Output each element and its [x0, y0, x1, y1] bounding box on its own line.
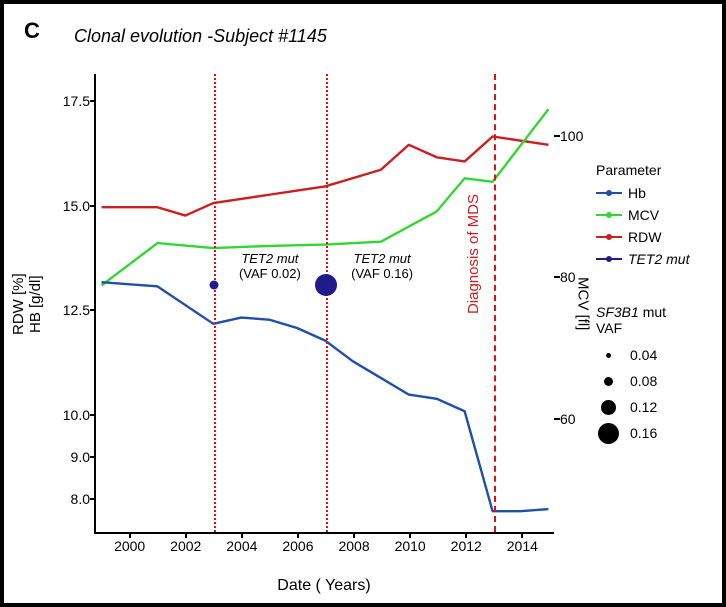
- event-vline: [214, 74, 216, 532]
- y-left-tick: 12.5: [50, 302, 90, 318]
- event-vline: [326, 74, 328, 532]
- panel-label: C: [24, 18, 40, 44]
- legend-item: RDW: [596, 228, 708, 246]
- mutation-annotation: TET2 mut(VAF 0.02): [225, 251, 315, 281]
- size-legend-title: SF3B1 mutVAF: [596, 304, 708, 336]
- x-tick: 2002: [170, 538, 201, 554]
- x-axis-label: Date ( Years): [94, 577, 554, 595]
- x-tick: 2012: [451, 538, 482, 554]
- size-legend-item: 0.04: [596, 342, 708, 368]
- x-tick: 2004: [226, 538, 257, 554]
- y-axis-right-label: MCV [fl]: [574, 74, 592, 534]
- y-left-tick: 15.0: [50, 198, 90, 214]
- size-legend: SF3B1 mutVAF 0.040.080.120.16: [596, 304, 708, 446]
- event-vline: [494, 74, 496, 532]
- size-legend-item: 0.16: [596, 420, 708, 446]
- legend-item: Hb: [596, 184, 708, 202]
- x-tick: 2014: [507, 538, 538, 554]
- x-tick: 2000: [114, 538, 145, 554]
- mutation-point: [315, 274, 337, 296]
- x-tick: 2008: [338, 538, 369, 554]
- plot-area: 200020022004200620082010201220148.09.010…: [94, 74, 554, 534]
- legend: Parameter Hb MCV RDW TET2 mut: [596, 162, 708, 272]
- y-left-tick: 10.0: [50, 407, 90, 423]
- y-left-tick: 17.5: [50, 93, 90, 109]
- y-axis-left-label: RDW [%] HB [g/dl]: [18, 74, 36, 534]
- mutation-point: [209, 281, 218, 290]
- y-left-tick: 8.0: [50, 491, 90, 507]
- legend-item: TET2 mut: [596, 250, 708, 268]
- y-left-tick: 9.0: [50, 449, 90, 465]
- mutation-annotation: TET2 mut(VAF 0.16): [337, 251, 427, 281]
- mds-diagnosis-label: Diagnosis of MDS: [465, 194, 482, 314]
- size-legend-item: 0.12: [596, 394, 708, 420]
- chart-title: Clonal evolution -Subject #1145: [74, 26, 327, 47]
- x-tick: 2010: [395, 538, 426, 554]
- legend-item: MCV: [596, 206, 708, 224]
- x-tick: 2006: [282, 538, 313, 554]
- size-legend-item: 0.08: [596, 368, 708, 394]
- lines-svg: [96, 74, 554, 532]
- legend-title: Parameter: [596, 162, 708, 178]
